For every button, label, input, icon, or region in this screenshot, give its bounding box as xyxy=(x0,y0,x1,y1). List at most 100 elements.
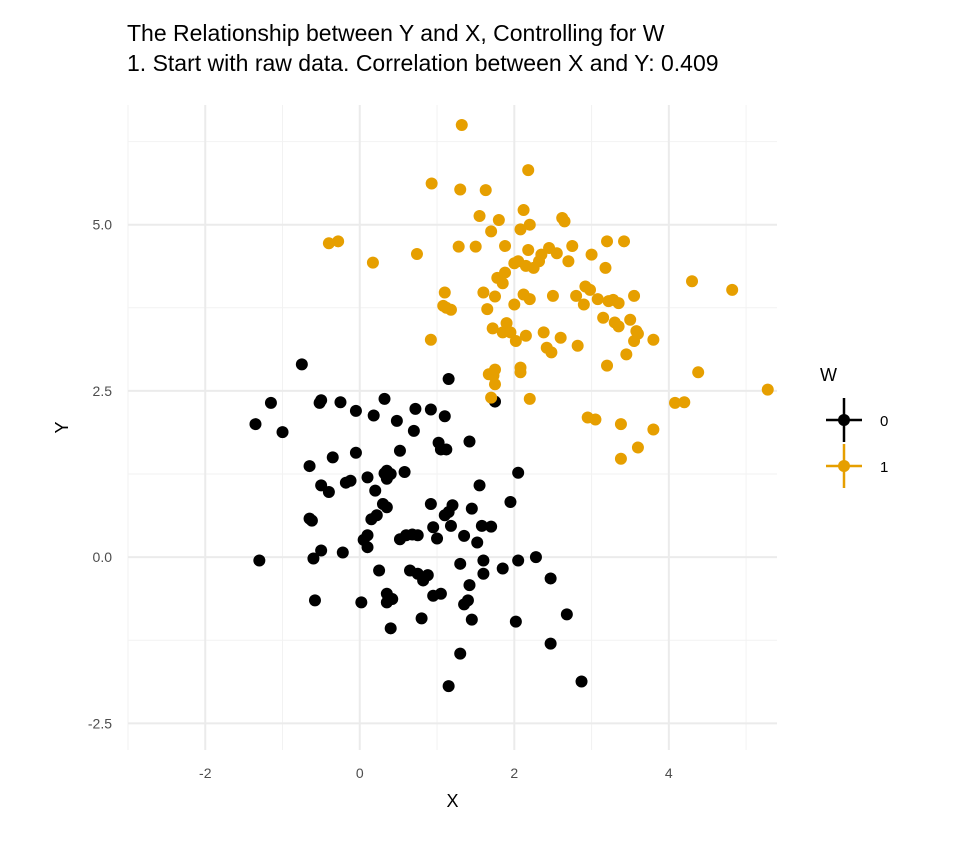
y-tick-label: 2.5 xyxy=(93,383,113,399)
data-point-w1 xyxy=(455,118,468,131)
data-point-w0 xyxy=(344,474,357,487)
data-point-w0 xyxy=(475,519,488,532)
data-point-w1 xyxy=(477,286,490,299)
data-point-w0 xyxy=(424,497,437,510)
data-point-w1 xyxy=(332,235,345,248)
data-point-w1 xyxy=(499,239,512,252)
chart-subtitle: 1. Start with raw data. Correlation betw… xyxy=(127,50,719,76)
data-point-w0 xyxy=(496,562,509,575)
data-point-w0 xyxy=(509,615,522,628)
legend-label-w0: 0 xyxy=(880,413,888,430)
data-point-w1 xyxy=(523,293,536,306)
data-point-w1 xyxy=(514,361,527,374)
data-point-w1 xyxy=(481,303,494,316)
data-point-w1 xyxy=(424,333,437,346)
data-point-w0 xyxy=(303,460,316,473)
data-point-w1 xyxy=(647,423,660,436)
data-point-w0 xyxy=(336,546,349,559)
data-point-w0 xyxy=(431,532,444,545)
data-point-w0 xyxy=(544,637,557,650)
data-point-w0 xyxy=(315,544,328,557)
data-point-w0 xyxy=(253,554,266,567)
data-point-w1 xyxy=(550,247,563,260)
data-point-w0 xyxy=(315,394,328,407)
data-point-w0 xyxy=(369,484,382,497)
data-point-w1 xyxy=(522,243,535,256)
data-point-w1 xyxy=(322,237,335,250)
data-point-w1 xyxy=(509,335,522,348)
data-point-w0 xyxy=(575,675,588,688)
data-point-w1 xyxy=(686,275,699,288)
data-point-w1 xyxy=(631,441,644,454)
data-point-w1 xyxy=(628,289,641,302)
data-point-w1 xyxy=(425,177,438,190)
data-point-w0 xyxy=(463,435,476,448)
data-point-w0 xyxy=(444,519,457,532)
data-point-w0 xyxy=(477,554,490,567)
data-point-w1 xyxy=(488,363,501,376)
data-point-w0 xyxy=(512,554,525,567)
data-point-w0 xyxy=(415,612,428,625)
data-point-w0 xyxy=(465,502,478,515)
data-point-w0 xyxy=(349,446,362,459)
data-point-w0 xyxy=(384,468,397,481)
data-point-w1 xyxy=(601,235,614,248)
data-point-w0 xyxy=(442,372,455,385)
data-point-w0 xyxy=(504,495,517,508)
data-point-w0 xyxy=(560,608,573,621)
data-point-w1 xyxy=(454,183,467,196)
data-point-w1 xyxy=(624,313,637,326)
y-tick-label: -2.5 xyxy=(88,715,112,731)
data-point-w1 xyxy=(523,218,536,231)
data-point-w0 xyxy=(411,529,424,542)
data-point-w0 xyxy=(463,579,476,592)
legend-title: W xyxy=(820,365,837,385)
data-point-w1 xyxy=(584,283,597,296)
data-point-w1 xyxy=(577,298,590,311)
data-point-w0 xyxy=(446,499,459,512)
data-point-w0 xyxy=(454,647,467,660)
data-point-w1 xyxy=(585,248,598,261)
x-tick-label: 4 xyxy=(665,765,673,781)
x-axis-title: X xyxy=(446,791,458,811)
data-point-w0 xyxy=(305,514,318,527)
data-point-w1 xyxy=(508,298,521,311)
data-point-w1 xyxy=(500,317,513,330)
data-point-w1 xyxy=(537,326,550,339)
data-point-w1 xyxy=(647,333,660,346)
data-point-w0 xyxy=(378,392,391,405)
data-point-w0 xyxy=(434,587,447,600)
data-point-w1 xyxy=(570,289,583,302)
data-point-w0 xyxy=(454,557,467,570)
data-point-w0 xyxy=(438,410,451,423)
data-point-w0 xyxy=(334,396,347,409)
data-point-w1 xyxy=(618,235,631,248)
data-point-w1 xyxy=(546,289,559,302)
data-point-w0 xyxy=(384,622,397,635)
data-point-w1 xyxy=(469,240,482,253)
data-point-w0 xyxy=(544,572,557,585)
data-point-w1 xyxy=(692,366,705,379)
data-point-w0 xyxy=(295,358,308,371)
data-point-w1 xyxy=(473,210,486,223)
data-point-w1 xyxy=(523,392,536,405)
x-tick-labels: -2 0 2 4 xyxy=(199,765,673,781)
data-point-w1 xyxy=(492,214,505,227)
legend-label-w1: 1 xyxy=(880,459,888,476)
data-point-w1 xyxy=(554,331,567,344)
data-point-w0 xyxy=(367,409,380,422)
data-point-w0 xyxy=(361,541,374,554)
data-point-w1 xyxy=(366,256,379,269)
data-point-w1 xyxy=(410,247,423,260)
data-point-w0 xyxy=(512,466,525,479)
legend-key-w1 xyxy=(826,444,862,488)
data-point-w1 xyxy=(519,329,532,342)
y-tick-label: 0.0 xyxy=(93,549,113,565)
data-point-w0 xyxy=(471,536,484,549)
data-point-w0 xyxy=(361,471,374,484)
data-point-w1 xyxy=(630,325,643,338)
data-point-w1 xyxy=(499,266,512,279)
data-point-w1 xyxy=(522,164,535,177)
data-point-w1 xyxy=(761,383,774,396)
